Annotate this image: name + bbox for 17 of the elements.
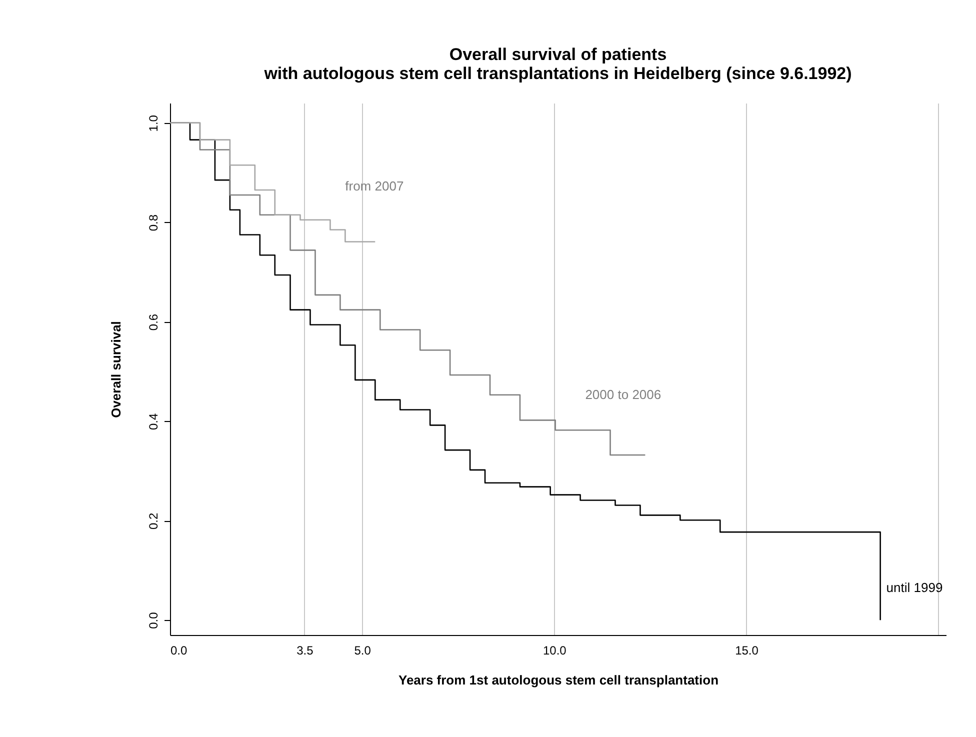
y-tick-label: 0.8 xyxy=(146,214,160,232)
y-tick-label: 0.6 xyxy=(146,314,160,331)
x-tick-label: 3.5 xyxy=(296,644,314,658)
text: from 2007 xyxy=(345,178,404,194)
x-tick-label: 15.0 xyxy=(735,644,759,658)
x-tick-label: 5.0 xyxy=(354,644,372,658)
y-tick-label: 0.2 xyxy=(146,512,160,530)
y-axis-title: Overall survival xyxy=(108,321,124,418)
y-tick-label: 0.4 xyxy=(146,413,160,430)
y-tick-label: 0.0 xyxy=(146,612,160,629)
y-tick-label: 1.0 xyxy=(146,114,160,132)
x-tick-label: 10.0 xyxy=(542,644,567,658)
text: 2000 to 2006 xyxy=(585,387,662,402)
series-label: until 1999 xyxy=(886,580,943,596)
x-tick-label: 0.0 xyxy=(170,644,188,658)
chart-title: Overall survival of patients with autologous stem cell transplantations in Heidelberg (since 9.6.1992) xyxy=(263,45,852,83)
x-axis-title: Years from 1st autologous stem cell transplantation xyxy=(398,672,719,688)
